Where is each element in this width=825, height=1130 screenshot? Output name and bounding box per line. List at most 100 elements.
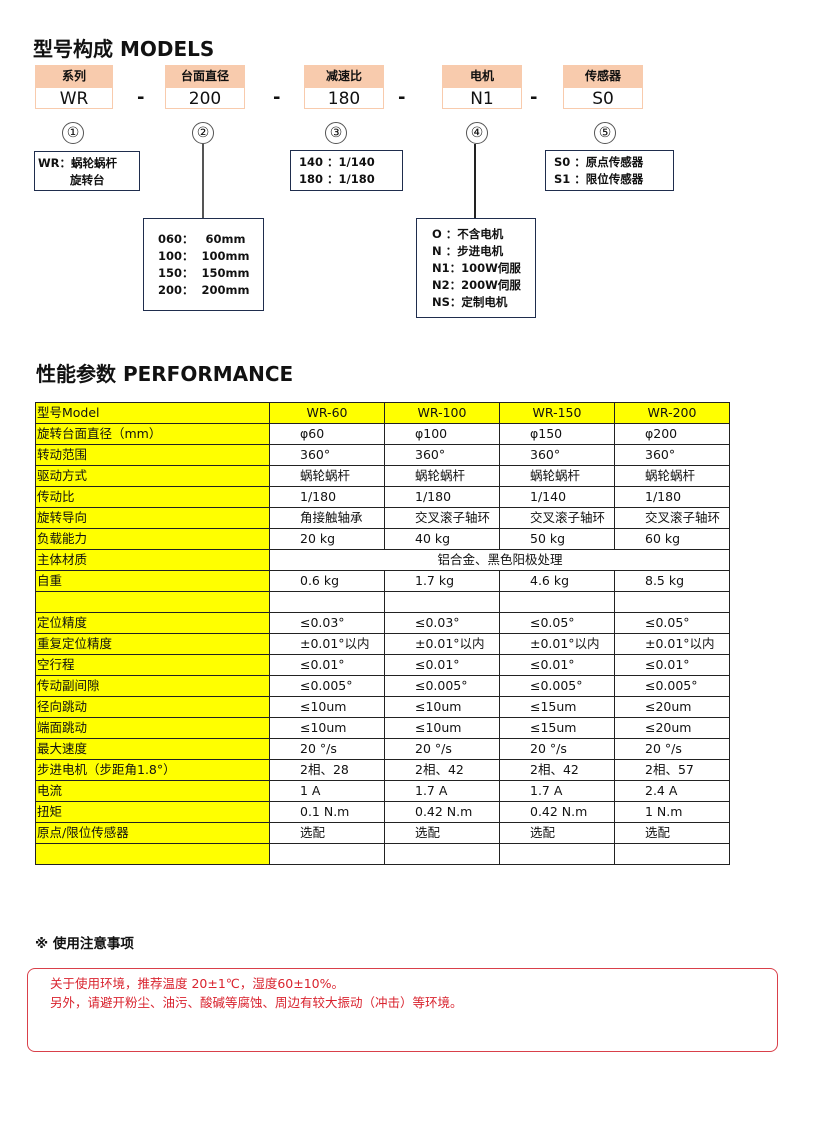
performance-title: 性能参数 PERFORMANCE [36,362,294,386]
cell [384,591,500,613]
cell: ≤10um [384,696,500,718]
table-row: 端面跳动 ≤10um ≤10um ≤15um ≤20um [35,717,730,739]
row-label: 重复定位精度 [35,633,270,655]
cell: ≤10um [269,717,385,739]
row-label: 原点/限位传感器 [35,822,270,844]
row-label: 旋转台面直径（mm） [35,423,270,445]
desc-line: 150： 150mm [158,266,250,280]
cell: ≤0.01° [499,654,615,676]
cell: ≤0.01° [269,654,385,676]
cell [499,591,615,613]
cell: 2相、42 [384,759,500,781]
cell: 选配 [269,822,385,844]
ratio-desc: 140 ：1/140 180 ：1/180 [290,150,403,191]
row-label [35,843,270,865]
table-row: 电流 1 A 1.7 A 1.7 A 2.4 A [35,780,730,802]
separator: - [137,87,145,108]
table-row: 转动范围 360° 360° 360° 360° [35,444,730,466]
cell: 360° [614,444,730,466]
cell: 0.42 N.m [499,801,615,823]
cell: 50 kg [499,528,615,550]
table-row: 扭矩 0.1 N.m 0.42 N.m 0.42 N.m 1 N.m [35,801,730,823]
cell: ≤0.03° [384,612,500,634]
cell: 1 A [269,780,385,802]
row-label: 主体材质 [35,549,270,571]
cell: 20 kg [269,528,385,550]
cell: 选配 [499,822,615,844]
cell: 360° [269,444,385,466]
separator: - [530,87,538,108]
desc-line: N ：步进电机 [432,244,504,258]
cell [269,591,385,613]
cell: ≤15um [499,717,615,739]
field-label: 传感器 [563,65,643,87]
cell: 1.7 A [384,780,500,802]
separator: - [398,87,406,108]
cell: WR-100 [384,402,500,424]
field-sensor: 传感器 S0 [563,65,643,109]
row-label [35,591,270,613]
desc-line: N1：100W伺服 [432,261,521,275]
cell: ≤0.005° [384,675,500,697]
row-label: 型号Model [35,402,270,424]
table-row: 空行程 ≤0.01° ≤0.01° ≤0.01° ≤0.01° [35,654,730,676]
desc-line: S1 ：限位传感器 [554,172,644,186]
cell: 角接触轴承 [269,507,385,529]
table-row: 驱动方式 蜗轮蜗杆 蜗轮蜗杆 蜗轮蜗杆 蜗轮蜗杆 [35,465,730,487]
field-motor: 电机 N1 [442,65,522,109]
series-desc: WR：蜗轮蜗杆 旋转台 [34,151,140,191]
field-value: 200 [165,87,245,109]
cell: 1/180 [269,486,385,508]
table-row: 定位精度 ≤0.03° ≤0.03° ≤0.05° ≤0.05° [35,612,730,634]
table-row: 旋转台面直径（mm） φ60 φ100 φ150 φ200 [35,423,730,445]
cell: 交叉滚子轴环 [614,507,730,529]
cell: 蜗轮蜗杆 [499,465,615,487]
field-label: 减速比 [304,65,384,87]
cell: 360° [384,444,500,466]
field-label: 台面直径 [165,65,245,87]
motor-desc: O ：不含电机 N ：步进电机 N1：100W伺服 N2：200W伺服 NS：定… [416,218,536,318]
row-label: 扭矩 [35,801,270,823]
field-diameter: 台面直径 200 [165,65,245,109]
sensor-desc: S0 ：原点传感器 S1 ：限位传感器 [545,150,674,191]
table-row: 步进电机（步距角1.8°） 2相、28 2相、42 2相、42 2相、57 [35,759,730,781]
table-row: 原点/限位传感器 选配 选配 选配 选配 [35,822,730,844]
cell: 360° [499,444,615,466]
row-label: 自重 [35,570,270,592]
desc-line: 200： 200mm [158,283,250,297]
cell [614,591,730,613]
cell: 1/180 [384,486,500,508]
cell: WR-60 [269,402,385,424]
cell [269,843,385,865]
cell: φ60 [269,423,385,445]
table-row: 旋转导向 角接触轴承 交叉滚子轴环 交叉滚子轴环 交叉滚子轴环 [35,507,730,529]
cell: 1.7 A [499,780,615,802]
models-title: 型号构成 MODELS [33,37,215,61]
cell: ≤0.01° [614,654,730,676]
desc-line: 旋转台 [70,173,105,187]
row-label: 传动副间隙 [35,675,270,697]
cell: ±0.01°以内 [384,633,500,655]
table-row: 重复定位精度 ±0.01°以内 ±0.01°以内 ±0.01°以内 ±0.01°以内 [35,633,730,655]
field-value: WR [35,87,113,109]
row-label: 电流 [35,780,270,802]
table-row: 径向跳动 ≤10um ≤10um ≤15um ≤20um [35,696,730,718]
table-row [35,843,730,865]
cell: 60 kg [614,528,730,550]
cell: 选配 [384,822,500,844]
cell: 蜗轮蜗杆 [269,465,385,487]
cell [614,843,730,865]
cell: 2相、42 [499,759,615,781]
cell: ≤20um [614,717,730,739]
cell: ≤0.05° [614,612,730,634]
desc-line: S0 ：原点传感器 [554,155,644,169]
cell: ≤15um [499,696,615,718]
cell: 4.6 kg [499,570,615,592]
cell: 交叉滚子轴环 [384,507,500,529]
cell: 选配 [614,822,730,844]
cell: WR-200 [614,402,730,424]
cell: 8.5 kg [614,570,730,592]
cell: 1.7 kg [384,570,500,592]
row-label: 端面跳动 [35,717,270,739]
table-row: 最大速度 20 °/s 20 °/s 20 °/s 20 °/s [35,738,730,760]
